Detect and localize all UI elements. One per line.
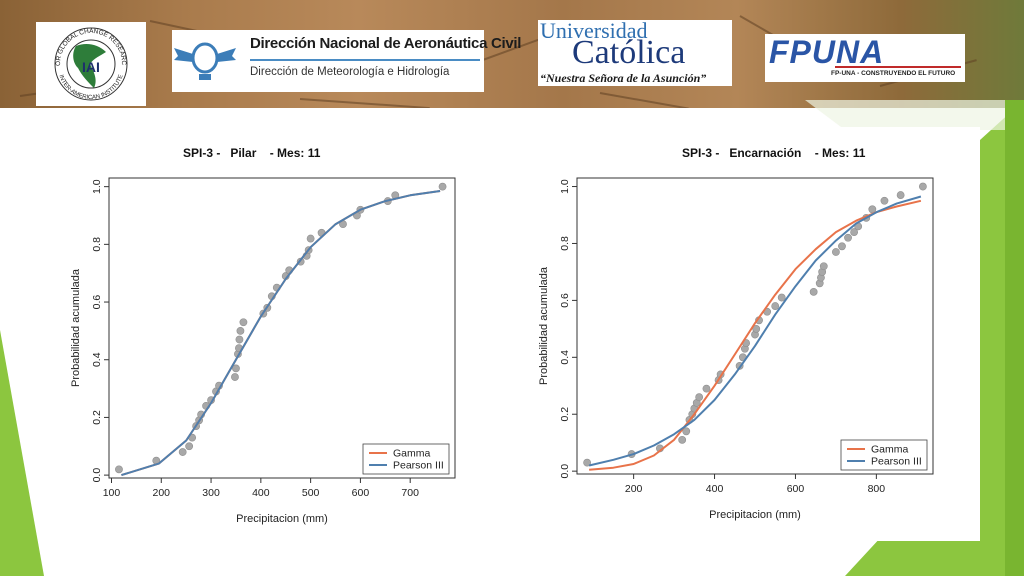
- data-point: [777, 293, 786, 302]
- x-tick-label: 500: [302, 487, 320, 499]
- legend-box: [840, 439, 928, 471]
- uca-line1: Universidad: [540, 18, 648, 43]
- data-point: [178, 448, 187, 456]
- data-point: [752, 324, 761, 333]
- y-tick-label: 0.0: [91, 468, 103, 483]
- data-point: [236, 326, 245, 335]
- x-tick-label: 700: [401, 487, 419, 499]
- x-tick-label: 100: [103, 487, 121, 499]
- data-point: [185, 442, 194, 451]
- data-point: [232, 364, 240, 373]
- iai-logo: IAI FOR GLOBAL CHANGE RESEARCH INTER-AME…: [34, 17, 146, 106]
- data-point: [695, 393, 704, 402]
- data-point: [306, 234, 315, 243]
- spi-charts: 100 200 300 400 500 600 700 0.0 0.2 0.4 0.6 0.8 1.0 P…: [70, 177, 934, 525]
- chart-0: 100 200 300 400 500 600 700 0.0 0.2 0.4 0.6 0.8 1.0 P…: [70, 177, 456, 525]
- data-point: [239, 318, 248, 327]
- uca-line2: Católica: [572, 34, 686, 71]
- data-point: [583, 458, 592, 467]
- series-line-pearson-iii: [588, 195, 922, 467]
- fpuna-logo: FPUNA FP-UNA - CONSTRUYENDO EL FUTURO: [765, 34, 965, 82]
- x-tick-label: 600: [787, 483, 805, 495]
- data-point: [235, 335, 244, 344]
- series-line-pearson-iii: [121, 190, 441, 477]
- legend-entry: Pearson III: [393, 460, 444, 472]
- uca-logo: Universidad Católica “Nuestra Señora de …: [538, 18, 732, 86]
- fpuna-mark: FPUNA: [769, 34, 885, 70]
- series-line-gamma: [121, 190, 441, 477]
- y-tick-label: 0.2: [559, 407, 571, 422]
- dinac-logo: Dirección Nacional de Aeronáutica Civil …: [172, 30, 521, 92]
- y-tick-label: 0.6: [559, 293, 571, 308]
- data-point: [809, 287, 818, 296]
- plot-frame: [576, 177, 934, 475]
- y-tick-label: 0.4: [91, 352, 103, 367]
- x-tick-label: 400: [252, 487, 270, 499]
- x-tick-label: 800: [868, 483, 886, 495]
- data-point: [838, 242, 846, 251]
- y-tick-label: 1.0: [559, 179, 571, 194]
- dinac-subtitle: Dirección de Meteorología e Hidrología: [250, 66, 450, 78]
- charts-panel: SPI-3 - Pilar - Mes: 11 SPI-3 - Encarnac…: [46, 127, 980, 541]
- x-axis-label: Precipitacion (mm): [709, 509, 801, 521]
- iai-letters: IAI: [82, 59, 100, 75]
- data-point: [115, 465, 123, 474]
- data-point: [844, 233, 852, 242]
- legend-entry: Gamma: [871, 444, 909, 456]
- chart-title-encarnacion: SPI-3 - Encarnación - Mes: 11: [682, 146, 866, 160]
- uca-motto: “Nuestra Señora de la Asunción”: [540, 71, 707, 85]
- data-point: [771, 302, 780, 310]
- plot-frame: [108, 177, 456, 479]
- data-point: [678, 435, 687, 444]
- y-tick-label: 0.0: [559, 464, 571, 479]
- legend-entry: Pearson III: [871, 456, 922, 468]
- data-point: [682, 427, 691, 436]
- x-axis-label: Precipitacion (mm): [236, 513, 328, 525]
- data-point: [438, 182, 447, 191]
- data-point: [896, 191, 905, 199]
- chart-1: 200 400 600 800 0.0 0.2 0.4 0.6 0.8 1.0 Precipitac…: [538, 177, 934, 521]
- left-green-decoration: [0, 330, 44, 576]
- y-axis-label: Probabilidad acumulada: [70, 268, 82, 387]
- y-axis-label: Probabilidad acumulada: [538, 266, 550, 385]
- data-point: [850, 228, 859, 236]
- y-tick-label: 0.8: [559, 236, 571, 251]
- legend-entry: Gamma: [393, 448, 431, 460]
- legend-box: [362, 443, 450, 475]
- x-tick-label: 300: [202, 487, 220, 499]
- data-point: [880, 196, 889, 205]
- y-tick-label: 0.8: [91, 237, 103, 252]
- x-tick-label: 400: [706, 483, 724, 495]
- y-tick-label: 0.2: [91, 410, 103, 425]
- dinac-wings-icon: [174, 42, 236, 80]
- header-banner: IAI FOR GLOBAL CHANGE RESEARCH INTER-AME…: [0, 0, 1024, 108]
- y-tick-label: 1.0: [91, 179, 103, 194]
- chart-title-pilar: SPI-3 - Pilar - Mes: 11: [183, 146, 321, 160]
- dinac-title: Dirección Nacional de Aeronáutica Civil: [250, 35, 522, 52]
- fpuna-tagline: FP-UNA - CONSTRUYENDO EL FUTURO: [831, 70, 956, 77]
- data-point: [702, 384, 711, 393]
- x-tick-label: 200: [625, 483, 643, 495]
- data-point: [819, 262, 828, 271]
- x-tick-label: 600: [352, 487, 370, 499]
- data-point: [832, 248, 840, 256]
- y-tick-label: 0.4: [559, 350, 571, 365]
- x-tick-label: 200: [153, 487, 171, 499]
- data-point: [918, 182, 927, 191]
- series-line-gamma: [589, 199, 922, 471]
- data-point: [231, 373, 239, 381]
- y-tick-label: 0.6: [91, 295, 103, 310]
